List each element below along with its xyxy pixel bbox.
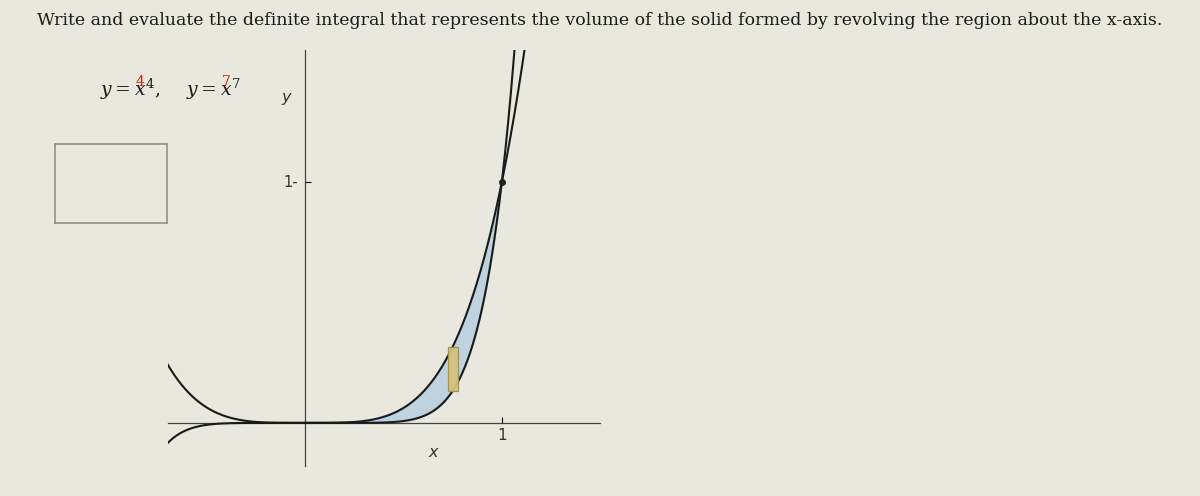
Text: 1-: 1-: [283, 175, 298, 189]
Text: $y = x^4,$: $y = x^4,$: [100, 77, 160, 102]
Text: Write and evaluate the definite integral that represents the volume of the solid: Write and evaluate the definite integral…: [37, 12, 1163, 29]
Text: x: x: [428, 444, 438, 460]
Bar: [448, 347, 457, 391]
Text: y: y: [281, 90, 290, 105]
Text: $7$: $7$: [222, 74, 232, 89]
Text: $y = x^7$: $y = x^7$: [186, 77, 241, 102]
Text: $4$: $4$: [134, 74, 145, 89]
